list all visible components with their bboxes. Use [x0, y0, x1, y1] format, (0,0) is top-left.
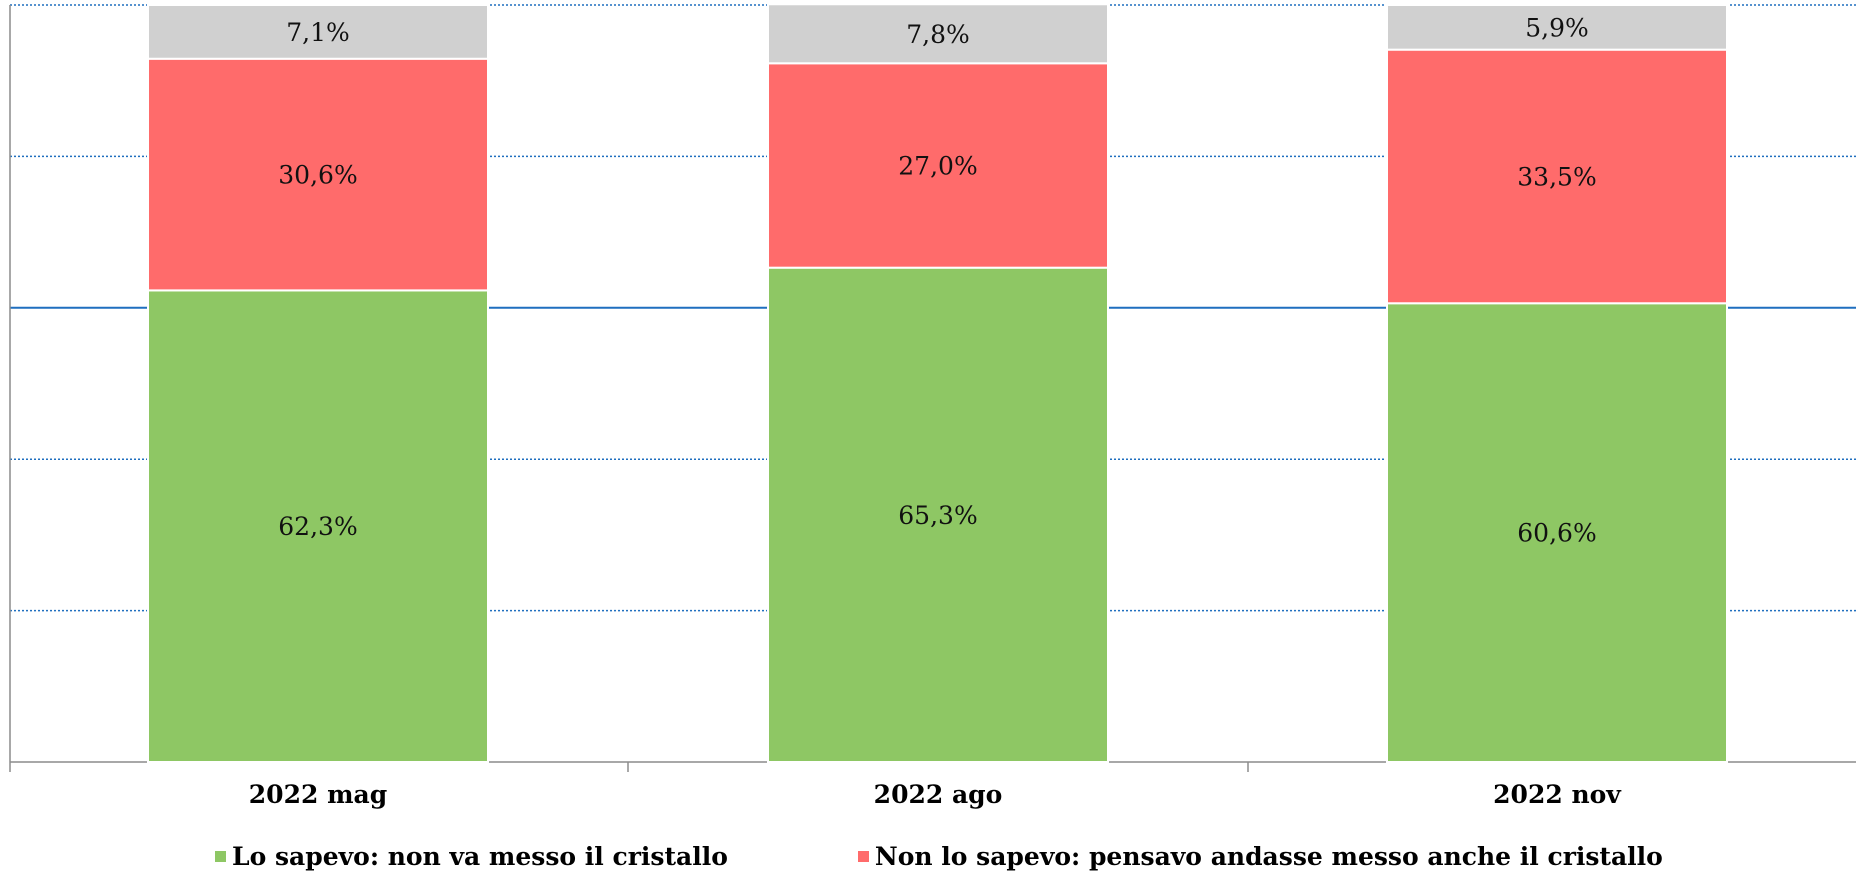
data-label-2-1: 33,5% [1517, 162, 1596, 191]
bar-segment-0-2 [147, 4, 489, 60]
data-label-0-1: 30,6% [278, 161, 357, 190]
legend-item-series-1: Lo sapevo: non va messo il cristallo [215, 842, 728, 871]
data-labels: 62,3% 30,6% 7,1% 65,3% 27,0% 7,8% 60,6% 33,5% 5,… [278, 13, 1596, 547]
data-label-0-0: 62,3% [278, 512, 357, 541]
bar-segment-2-1 [1386, 48, 1728, 305]
legend-swatch-series-2 [857, 851, 869, 862]
legend: Lo sapevo: non va messo il cristallo Non… [215, 842, 1856, 871]
data-label-1-2: 7,8% [906, 20, 970, 49]
bar-segment-1-1 [767, 62, 1109, 269]
data-label-2-2: 5,9% [1525, 13, 1589, 42]
data-label-2-0: 60,6% [1517, 519, 1596, 548]
category-label-1: 2022 ago [874, 780, 1003, 809]
category-label-0: 2022 mag [249, 780, 387, 809]
bar-segment-2-0 [1386, 302, 1728, 763]
bar-segment-0-1 [147, 57, 489, 292]
bar-segment-1-2 [767, 3, 1109, 65]
legend-swatch-series-1 [215, 851, 226, 862]
legend-label-series-2: Non lo sapevo: pensavo andasse messo anc… [874, 842, 1663, 871]
legend-label-series-1: Lo sapevo: non va messo il cristallo [232, 842, 728, 871]
category-label-2: 2022 nov [1493, 780, 1622, 809]
bar-segment-2-2 [1386, 4, 1728, 51]
bars [147, 3, 1728, 763]
bar-segment-0-0 [147, 289, 489, 763]
data-label-1-0: 65,3% [898, 501, 977, 530]
data-label-0-2: 7,1% [286, 18, 350, 47]
data-label-1-1: 27,0% [898, 151, 977, 180]
legend-item-series-2: Non lo sapevo: pensavo andasse messo anc… [857, 842, 1663, 871]
category-labels: 2022 mag 2022 ago 2022 nov [249, 780, 1623, 809]
